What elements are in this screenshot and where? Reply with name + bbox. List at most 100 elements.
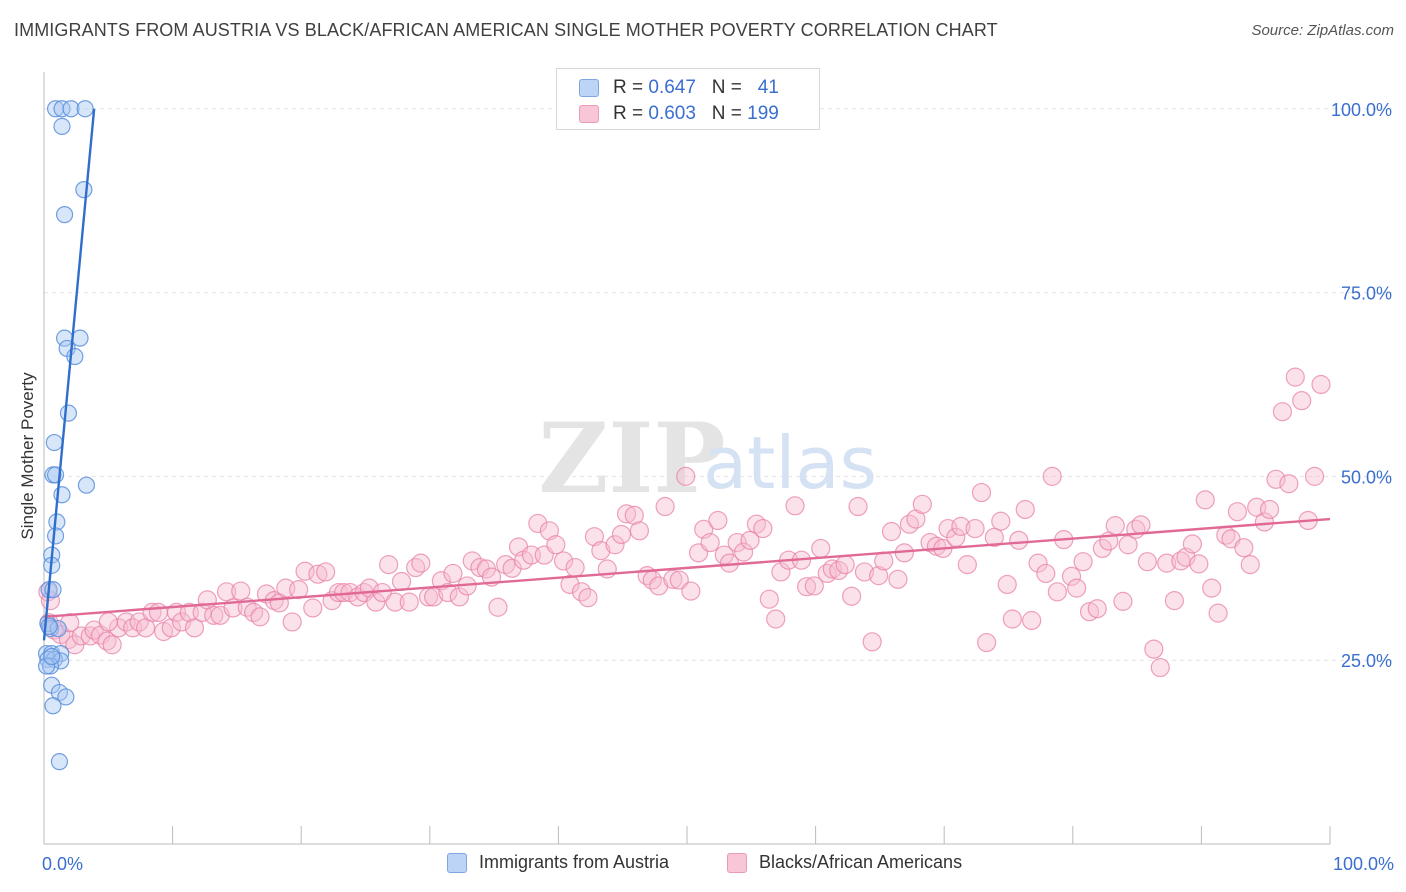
data-point-austria: [71, 329, 89, 347]
data-point-black: [740, 530, 760, 550]
data-point-black: [822, 559, 842, 579]
data-point-black: [708, 510, 728, 531]
data-point-black: [97, 631, 117, 651]
legend-swatch-pink: [727, 853, 747, 873]
data-point-black: [1061, 566, 1082, 586]
data-point-black: [1259, 499, 1280, 520]
data-point-black: [1118, 535, 1138, 555]
y-tick-label: 75.0%: [1341, 284, 1392, 304]
data-point-black: [1208, 603, 1228, 623]
y-tick-label: 25.0%: [1341, 651, 1392, 671]
n-label: N =: [711, 103, 748, 124]
r-label: R =: [613, 103, 649, 124]
data-point-black: [1195, 490, 1215, 510]
data-point-austria: [50, 753, 69, 771]
data-point-black: [869, 566, 889, 586]
data-point-black: [1182, 534, 1202, 554]
data-point-black: [1047, 582, 1067, 602]
data-point-austria: [53, 100, 71, 118]
stats-legend: R = 0.647 N = 41 R = 0.603 N = 199: [556, 68, 820, 130]
data-point-black: [1272, 402, 1293, 422]
data-point-black: [804, 576, 824, 596]
data-point-black: [443, 563, 463, 584]
data-point-black: [1144, 639, 1164, 659]
data-point-black: [250, 607, 270, 627]
n-value: 41: [757, 77, 779, 98]
data-point-austria: [57, 688, 75, 706]
data-point-black: [753, 518, 773, 539]
data-point-austria: [45, 433, 63, 452]
x-tick-label-max: 100.0%: [1333, 854, 1394, 874]
data-point-black: [700, 532, 720, 553]
data-point-austria: [75, 181, 93, 199]
data-point-black: [303, 598, 323, 618]
data-point-black: [655, 496, 675, 517]
data-point-black: [1022, 610, 1042, 631]
data-point-black: [539, 521, 559, 541]
r-value: 0.647: [648, 77, 696, 98]
data-point-austria: [44, 697, 62, 715]
x-tick-label-min: 0.0%: [42, 854, 83, 874]
chart-title: IMMIGRANTS FROM AUSTRIA VS BLACK/AFRICAN…: [14, 20, 998, 40]
data-point-black: [316, 562, 336, 582]
data-point-black: [1150, 657, 1170, 678]
data-point-black: [1202, 578, 1222, 598]
data-point-black: [1254, 512, 1275, 532]
data-point-black: [1002, 609, 1022, 629]
data-point-black: [488, 597, 508, 617]
data-point-black: [411, 553, 431, 573]
data-point-black: [785, 496, 805, 516]
data-point-black: [624, 505, 644, 525]
data-point-black: [957, 555, 977, 575]
data-point-austria: [55, 206, 74, 224]
data-point-black: [184, 618, 205, 638]
data-point-black: [1028, 553, 1048, 573]
data-point-black: [391, 571, 412, 592]
data-point-black: [1189, 554, 1209, 574]
data-point-black: [379, 555, 399, 575]
n-value: 199: [747, 103, 779, 124]
data-point-austria: [76, 100, 94, 118]
data-point-black: [796, 577, 817, 597]
data-point-black: [965, 518, 985, 539]
data-point-black: [231, 581, 251, 601]
legend-swatch-blue: [579, 79, 599, 97]
data-point-austria: [43, 647, 61, 666]
y-tick-label: 100.0%: [1331, 100, 1392, 120]
data-point-black: [1311, 374, 1331, 395]
data-point-austria: [37, 657, 56, 675]
data-point-black: [546, 535, 566, 555]
data-point-black: [611, 524, 632, 545]
data-point-black: [881, 521, 902, 542]
data-point-black: [854, 562, 875, 582]
data-point-black: [1113, 591, 1133, 611]
data-point-black: [862, 632, 882, 652]
data-point-black: [438, 582, 458, 603]
r-value: 0.603: [648, 103, 696, 124]
data-point-austria: [59, 404, 78, 422]
data-point-black: [385, 592, 405, 612]
data-point-black: [1164, 591, 1184, 611]
data-point-black: [951, 516, 971, 536]
data-point-black: [1079, 602, 1100, 622]
data-point-black: [771, 562, 791, 582]
data-point-black: [605, 535, 625, 555]
data-point-black: [766, 609, 786, 629]
data-point-black: [984, 527, 1004, 548]
data-point-black: [204, 605, 224, 625]
data-point-black: [553, 551, 574, 571]
data-point-black: [449, 587, 469, 607]
data-point-black: [1042, 466, 1062, 486]
axes: [43, 72, 1331, 845]
data-point-black: [98, 612, 118, 632]
data-point-black: [1234, 538, 1254, 558]
data-point-black: [58, 630, 79, 650]
data-point-austria: [77, 476, 96, 494]
data-point-black: [1036, 563, 1056, 584]
data-point-black: [1279, 474, 1299, 494]
data-point-austria: [40, 617, 58, 635]
data-point-black: [1304, 466, 1325, 486]
r-label: R =: [613, 77, 649, 98]
data-point-black: [584, 527, 605, 547]
